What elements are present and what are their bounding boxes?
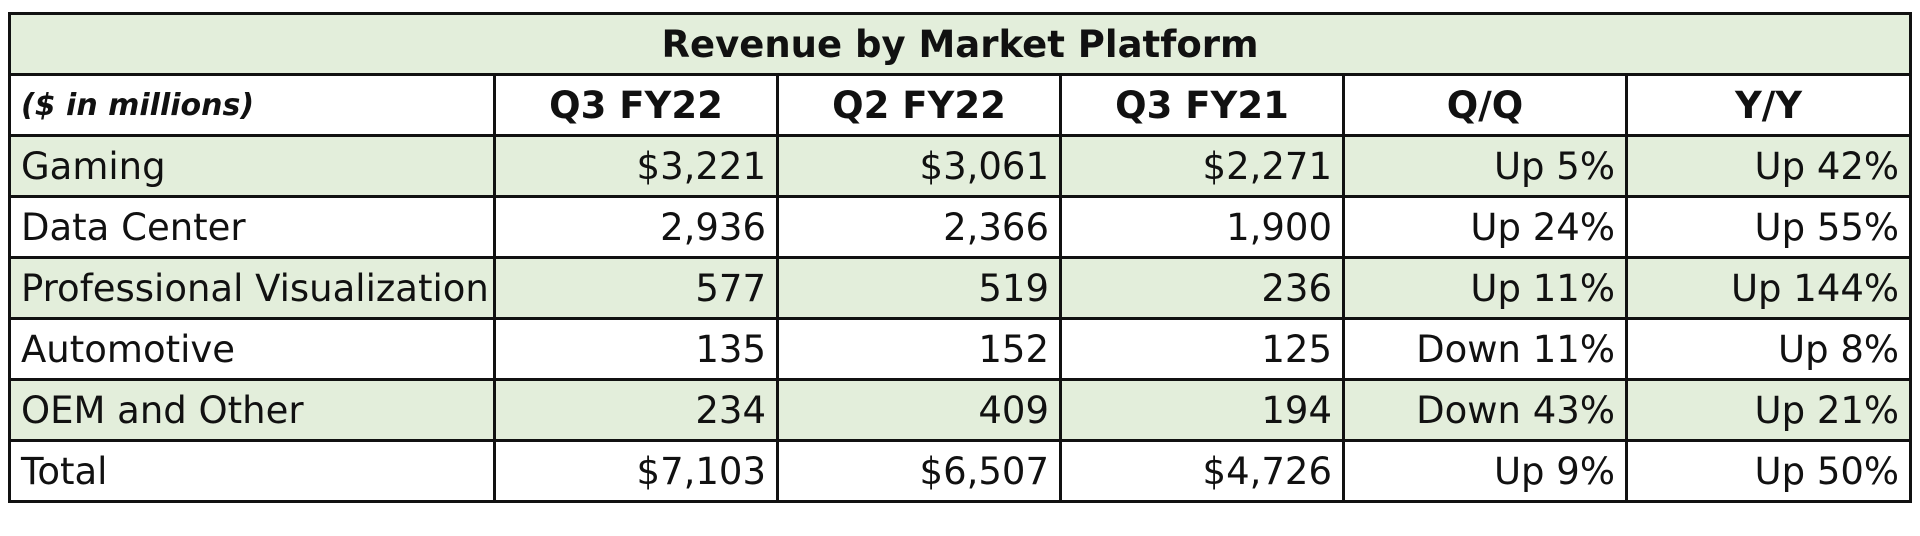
row-label: Data Center (8, 195, 496, 259)
table-cell: Up 50% (1624, 439, 1913, 503)
table-cell: 409 (776, 378, 1062, 442)
column-header-q3-fy22: Q3 FY22 (493, 73, 779, 137)
table-cell: Up 24% (1342, 195, 1628, 259)
revenue-table: Revenue by Market Platform ($ in million… (7, 12, 1913, 503)
row-label: OEM and Other (8, 378, 496, 442)
table-row-total: Total $7,103 $6,507 $4,726 Up 9% Up 50% (8, 439, 1913, 503)
row-label: Professional Visualization (8, 256, 496, 320)
table-cell: 1,900 (1059, 195, 1345, 259)
table-cell: 125 (1059, 317, 1345, 381)
units-label: ($ in millions) (8, 73, 496, 137)
table-cell: 577 (493, 256, 779, 320)
table-cell: $4,726 (1059, 439, 1345, 503)
table-cell: Up 21% (1624, 378, 1913, 442)
column-header-q3-fy21: Q3 FY21 (1059, 73, 1345, 137)
table-row: OEM and Other 234 409 194 Down 43% Up 21… (8, 378, 1913, 442)
table-cell: $3,221 (493, 134, 779, 198)
table-cell: $2,271 (1059, 134, 1345, 198)
column-header-q2-fy22: Q2 FY22 (776, 73, 1062, 137)
table-cell: 2,936 (493, 195, 779, 259)
table-title: Revenue by Market Platform (7, 12, 1913, 76)
table-cell: 2,366 (776, 195, 1062, 259)
table-cell: 519 (776, 256, 1062, 320)
table-cell: Down 11% (1342, 317, 1628, 381)
table-cell: Down 43% (1342, 378, 1628, 442)
table-cell: $7,103 (493, 439, 779, 503)
row-label: Total (8, 439, 496, 503)
table-cell: 236 (1059, 256, 1345, 320)
revenue-table-container: Revenue by Market Platform ($ in million… (7, 12, 1913, 503)
table-row: Automotive 135 152 125 Down 11% Up 8% (8, 317, 1913, 381)
table-row: Data Center 2,936 2,366 1,900 Up 24% Up … (8, 195, 1913, 259)
title-row: Revenue by Market Platform (7, 12, 1913, 76)
column-header-q-q: Q/Q (1342, 73, 1628, 137)
row-label: Gaming (8, 134, 496, 198)
table-cell: $6,507 (776, 439, 1062, 503)
table-cell: Up 11% (1342, 256, 1628, 320)
table-cell: Up 8% (1624, 317, 1913, 381)
table-cell: $3,061 (776, 134, 1062, 198)
table-cell: Up 9% (1342, 439, 1628, 503)
table-cell: 152 (776, 317, 1062, 381)
table-cell: 194 (1059, 378, 1345, 442)
table-cell: 135 (493, 317, 779, 381)
table-cell: Up 144% (1624, 256, 1913, 320)
table-cell: Up 5% (1342, 134, 1628, 198)
column-header-y-y: Y/Y (1624, 73, 1913, 137)
table-cell: Up 42% (1624, 134, 1913, 198)
table-row: Gaming $3,221 $3,061 $2,271 Up 5% Up 42% (8, 134, 1913, 198)
table-cell: 234 (493, 378, 779, 442)
row-label: Automotive (8, 317, 496, 381)
header-row: ($ in millions) Q3 FY22 Q2 FY22 Q3 FY21 … (8, 73, 1913, 137)
table-row: Professional Visualization 577 519 236 U… (8, 256, 1913, 320)
table-cell: Up 55% (1624, 195, 1913, 259)
